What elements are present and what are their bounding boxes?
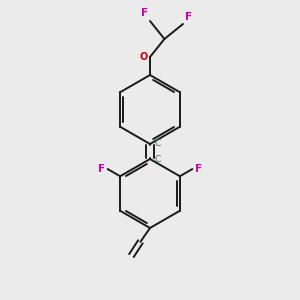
Text: F: F bbox=[98, 164, 105, 174]
Text: C: C bbox=[155, 155, 161, 164]
Text: O: O bbox=[139, 52, 148, 62]
Text: F: F bbox=[185, 12, 192, 22]
Text: F: F bbox=[195, 164, 202, 174]
Text: F: F bbox=[141, 8, 148, 18]
Text: C: C bbox=[155, 139, 161, 148]
